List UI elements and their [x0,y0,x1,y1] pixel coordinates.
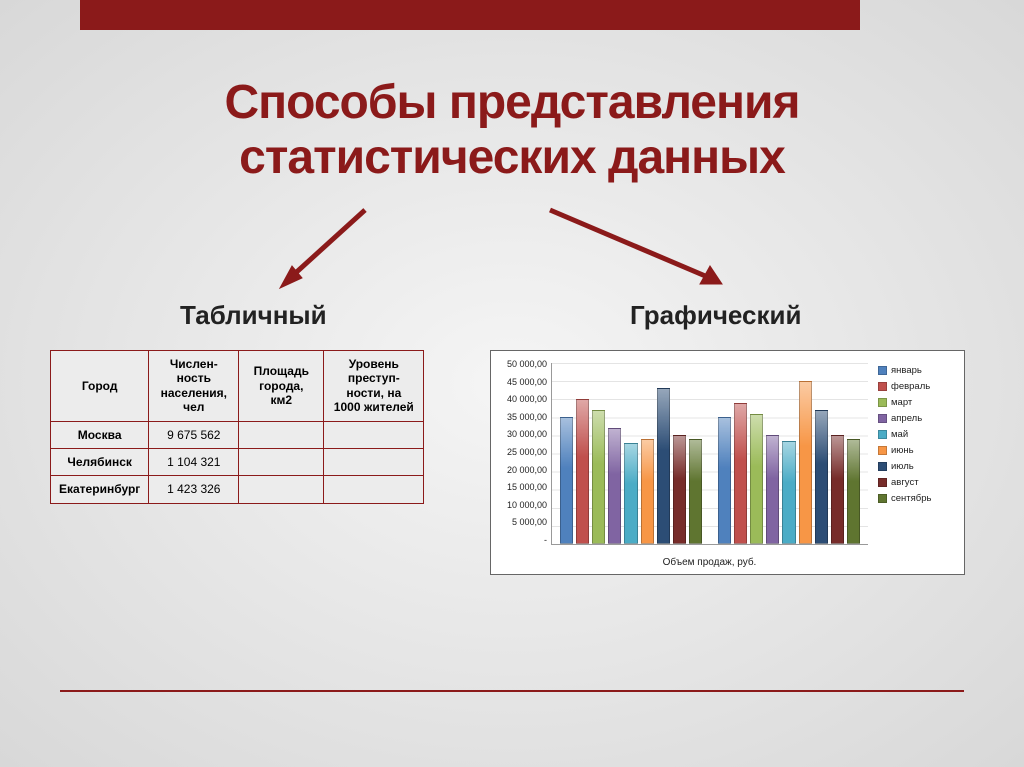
y-tick-label: 5 000,00 [512,517,547,527]
legend-label: сентябрь [891,493,931,504]
table-row: Екатеринбург1 423 326 [51,476,424,503]
data-table: Город Числен-ность населения, чел Площад… [50,350,424,504]
th-crime: Уровень преступ-ности, на 1000 жителей [324,351,424,422]
th-city: Город [51,351,149,422]
th-pop: Числен-ность населения, чел [149,351,239,422]
y-tick-label: 45 000,00 [507,377,547,387]
bar [750,414,763,544]
legend-swatch [878,414,887,423]
y-axis: - 5 000,00 10 000,00 15 000,00 20 000,00 25 0… [501,359,547,545]
plot-area [551,363,868,545]
bar [847,439,860,544]
bar [657,388,670,544]
arrow-right [540,200,740,300]
legend-swatch [878,478,887,487]
legend-swatch [878,398,887,407]
table-row: Москва9 675 562 [51,421,424,448]
bar [624,443,637,544]
bar [815,410,828,544]
bar [718,417,731,544]
bar [799,381,812,544]
bar [641,439,654,544]
accent-bar-top [80,0,860,30]
y-tick-label: 50 000,00 [507,359,547,369]
legend-label: март [891,397,912,408]
table-cell [324,448,424,475]
legend-item: июль [878,461,958,472]
legend-item: январь [878,365,958,376]
bar [734,403,747,544]
legend-label: февраль [891,381,930,392]
th-area: Площадь города, км2 [239,351,324,422]
table-cell: Челябинск [51,448,149,475]
y-tick-label: 40 000,00 [507,394,547,404]
legend-swatch [878,462,887,471]
y-tick-label: 10 000,00 [507,500,547,510]
subtitle-tabular: Табличный [180,300,327,331]
title-line-2: статистических данных [239,131,785,184]
y-tick-label: 30 000,00 [507,429,547,439]
legend-swatch [878,382,887,391]
bar [560,417,573,544]
legend-item: март [878,397,958,408]
x-axis-title: Объем продаж, руб. [551,557,868,568]
legend-label: апрель [891,413,922,424]
legend-swatch [878,366,887,375]
arrow-left [270,200,390,300]
bar [831,435,844,544]
table-cell: Екатеринбург [51,476,149,503]
bar [766,435,779,544]
page-title: Способы представления статистических дан… [0,75,1024,185]
y-tick-label: 15 000,00 [507,482,547,492]
legend-label: август [891,477,919,488]
chart-plot: - 5 000,00 10 000,00 15 000,00 20 000,00 25 0… [501,359,872,570]
bar-chart: - 5 000,00 10 000,00 15 000,00 20 000,00 25 0… [490,350,965,575]
bar [592,410,605,544]
bar [689,439,702,544]
table-cell [324,421,424,448]
bar [673,435,686,544]
legend-item: сентябрь [878,493,958,504]
bar [576,399,589,544]
legend-swatch [878,430,887,439]
legend-swatch [878,446,887,455]
legend-item: май [878,429,958,440]
table-cell: Москва [51,421,149,448]
table-cell [239,448,324,475]
legend-item: февраль [878,381,958,392]
y-tick-label: 20 000,00 [507,465,547,475]
chart-legend: январь февраль март апрель май июнь июль август… [878,359,958,570]
y-tick-label: 35 000,00 [507,412,547,422]
bar [608,428,621,544]
table-cell [239,476,324,503]
table-header-row: Город Числен-ность населения, чел Площад… [51,351,424,422]
legend-item: август [878,477,958,488]
bars-container [560,363,860,544]
title-line-1: Способы представления [224,76,799,129]
legend-label: июнь [891,445,914,456]
y-tick-label: - [544,535,547,545]
legend-swatch [878,494,887,503]
legend-item: июнь [878,445,958,456]
table-cell [324,476,424,503]
legend-label: июль [891,461,914,472]
table-cell [239,421,324,448]
table-cell: 1 104 321 [149,448,239,475]
y-tick-label: 25 000,00 [507,447,547,457]
legend-label: январь [891,365,922,376]
legend-item: апрель [878,413,958,424]
legend-label: май [891,429,908,440]
table-body: Москва9 675 562Челябинск1 104 321Екатери… [51,421,424,503]
table-cell: 9 675 562 [149,421,239,448]
table-cell: 1 423 326 [149,476,239,503]
subtitle-graphical: Графический [630,300,801,331]
table-row: Челябинск1 104 321 [51,448,424,475]
accent-line-bottom [60,690,964,692]
bar [782,441,795,544]
